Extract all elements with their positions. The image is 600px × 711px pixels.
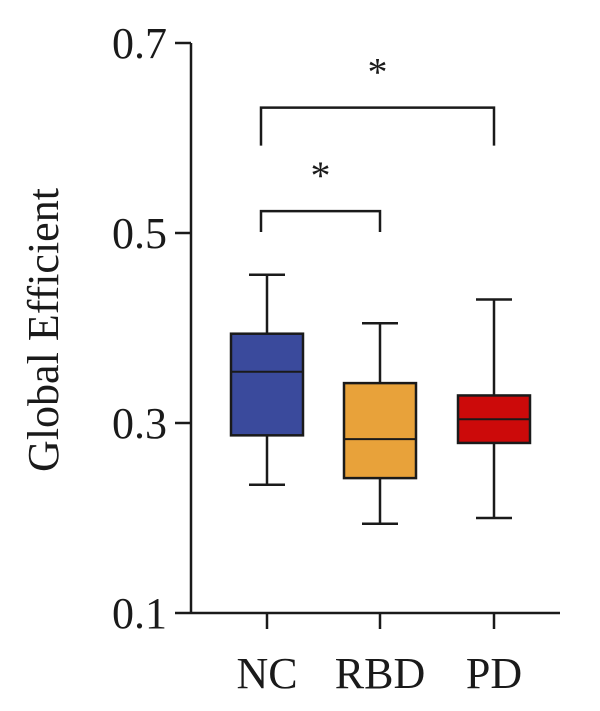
- box-series: [229, 273, 532, 525]
- box-nc: [229, 273, 305, 486]
- y-axis: 0.1 0.3 0.5 0.7: [112, 19, 193, 638]
- box-pd: [456, 298, 532, 520]
- x-tick-label: NC: [236, 649, 297, 698]
- y-tick-label: 0.3: [112, 399, 167, 448]
- x-tick-label: PD: [466, 649, 522, 698]
- bracket-nc-pd: *: [259, 50, 496, 146]
- bracket-nc-rbd: *: [259, 153, 382, 233]
- x-axis: NC RBD PD: [191, 611, 560, 698]
- y-tick-label: 0.5: [112, 209, 167, 258]
- y-tick-label: 0.7: [112, 19, 167, 68]
- bracket-line: [259, 209, 382, 233]
- y-axis-label: Global Efficient: [19, 188, 68, 472]
- x-tick-label: RBD: [335, 649, 425, 698]
- bracket-line: [259, 106, 496, 146]
- significance-brackets: **: [259, 50, 496, 233]
- box-rbd: [342, 322, 418, 525]
- y-tick-label: 0.1: [112, 589, 167, 638]
- box-body: [342, 381, 418, 480]
- box-body: [229, 332, 305, 437]
- significance-star: *: [368, 50, 388, 95]
- significance-star: *: [311, 153, 331, 198]
